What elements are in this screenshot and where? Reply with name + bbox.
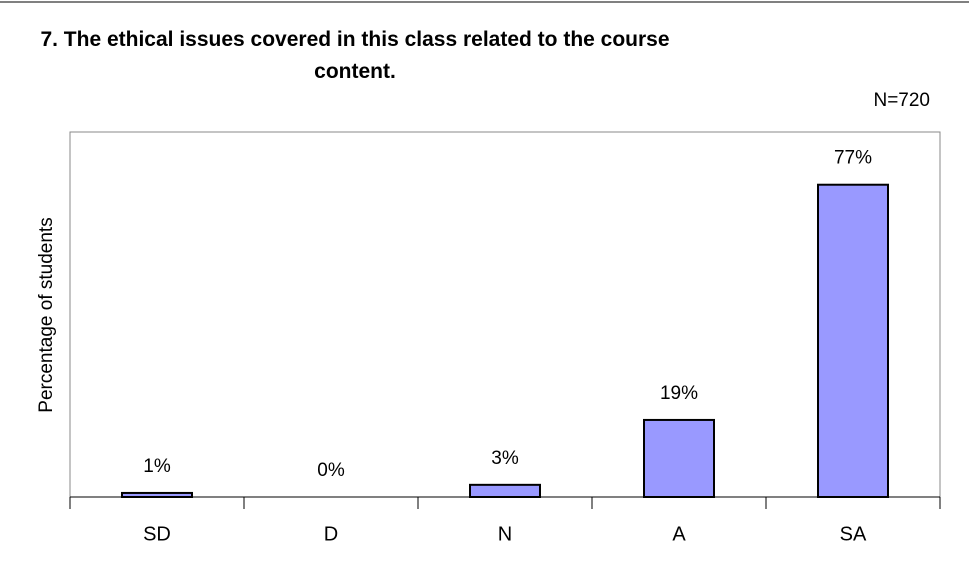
bar	[121, 491, 193, 499]
y-axis-label: Percentage of students	[36, 217, 57, 412]
bar	[469, 483, 541, 499]
bar	[643, 418, 715, 499]
value-label: 3%	[491, 448, 519, 469]
value-label: 19%	[660, 383, 698, 404]
x-tick-label: SA	[840, 523, 867, 545]
annotation: N=720	[873, 90, 930, 111]
value-label: 1%	[143, 456, 171, 477]
x-tick-label: N	[498, 523, 512, 545]
chart-title: 7. The ethical issues covered in this cl…	[40, 28, 670, 83]
value-label: 77%	[834, 148, 872, 169]
value-label: 0%	[317, 460, 345, 481]
bar	[817, 183, 889, 498]
x-tick-label: D	[324, 523, 338, 545]
x-tick-label: SD	[143, 523, 171, 545]
x-tick-label: A	[672, 523, 686, 545]
plot-frame	[69, 131, 941, 498]
